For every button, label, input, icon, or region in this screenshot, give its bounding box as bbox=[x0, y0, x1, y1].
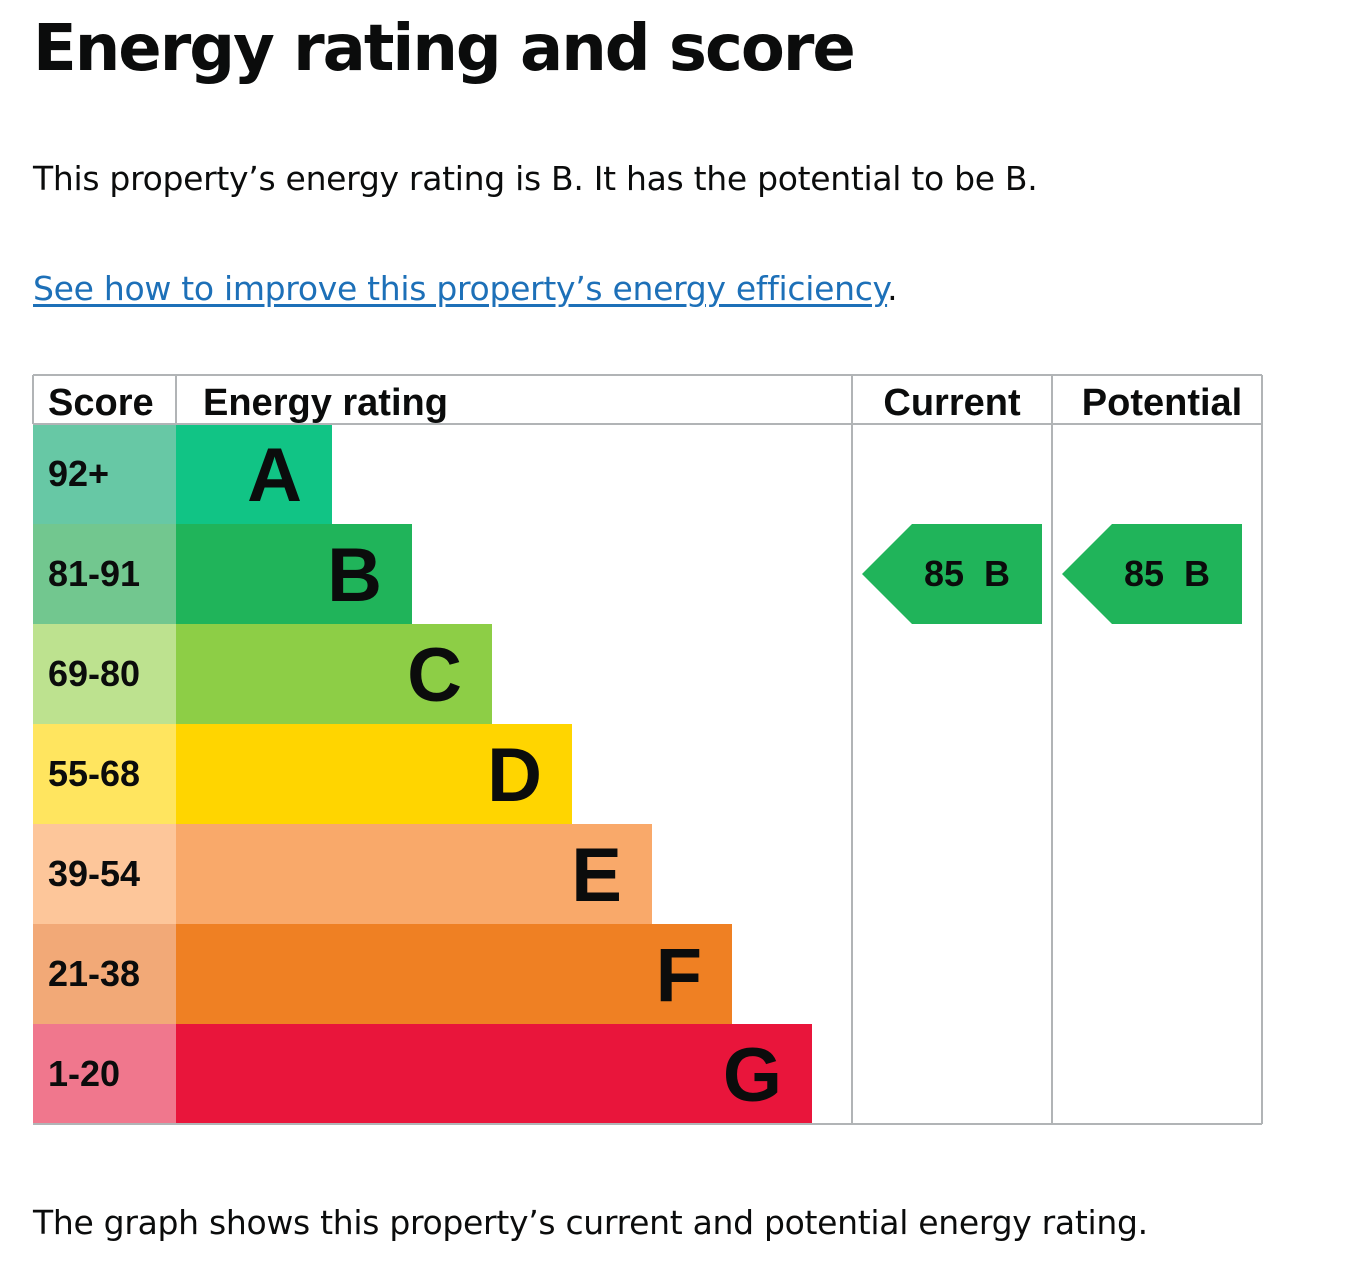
score-cell-c bbox=[33, 624, 176, 724]
score-label-c: 69-80 bbox=[48, 653, 140, 694]
score-label-f: 21-38 bbox=[48, 953, 140, 994]
current-column-header: Current bbox=[883, 382, 1021, 424]
score-label-g: 1-20 bbox=[48, 1053, 120, 1094]
rating-summary: This property’s energy rating is B. It h… bbox=[33, 159, 1038, 198]
current-rating-arrow bbox=[862, 524, 1042, 624]
energy-rating-column-header: Energy rating bbox=[203, 382, 448, 424]
current-rating-label: 85 B bbox=[924, 553, 1010, 594]
rating-bar-c bbox=[176, 624, 492, 724]
score-cell-e bbox=[33, 824, 176, 924]
score-label-e: 39-54 bbox=[48, 853, 140, 894]
score-label-b: 81-91 bbox=[48, 553, 140, 594]
potential-rating-label: 85 B bbox=[1124, 553, 1210, 594]
rating-bar-g bbox=[176, 1024, 812, 1124]
rating-letter-g: G bbox=[723, 1033, 782, 1118]
score-column-header: Score bbox=[48, 382, 154, 424]
improve-efficiency-link[interactable]: See how to improve this property’s energ… bbox=[33, 269, 888, 308]
rating-bar-f bbox=[176, 924, 732, 1024]
rating-letter-c: C bbox=[407, 633, 462, 718]
rating-bar-b bbox=[176, 524, 412, 624]
page-title: Energy rating and score bbox=[33, 12, 856, 86]
score-cell-f bbox=[33, 924, 176, 1024]
potential-column-header: Potential bbox=[1082, 382, 1242, 424]
rating-arrows: 85 B 85 B bbox=[862, 524, 1242, 624]
rating-letter-f: F bbox=[656, 933, 702, 1018]
score-cell-g bbox=[33, 1024, 176, 1124]
score-cell-b bbox=[33, 524, 176, 624]
rating-bar-e bbox=[176, 824, 652, 924]
score-label-d: 55-68 bbox=[48, 753, 140, 794]
score-cell-d bbox=[33, 724, 176, 824]
rating-bands: 92+ A 81-91 B 69-80 C 55-68 D 39-54 E 21-38 F 1-20 G bbox=[33, 424, 812, 1124]
chart-caption: The graph shows this property’s current … bbox=[33, 1203, 1148, 1242]
rating-bar-a bbox=[176, 424, 332, 524]
chart-grid bbox=[32, 374, 1263, 1125]
score-label-a: 92+ bbox=[48, 453, 109, 494]
potential-rating-arrow bbox=[1062, 524, 1242, 624]
score-cell-a bbox=[33, 424, 176, 524]
rating-letter-a: A bbox=[247, 433, 302, 518]
improve-link-suffix: . bbox=[887, 269, 898, 308]
improve-paragraph: See how to improve this property’s energ… bbox=[33, 268, 898, 311]
rating-bar-d bbox=[176, 724, 572, 824]
rating-letter-e: E bbox=[571, 833, 622, 918]
rating-letter-b: B bbox=[327, 533, 382, 618]
rating-letter-d: D bbox=[487, 733, 542, 818]
chart-header: Score Energy rating Current Potential bbox=[48, 382, 1242, 424]
